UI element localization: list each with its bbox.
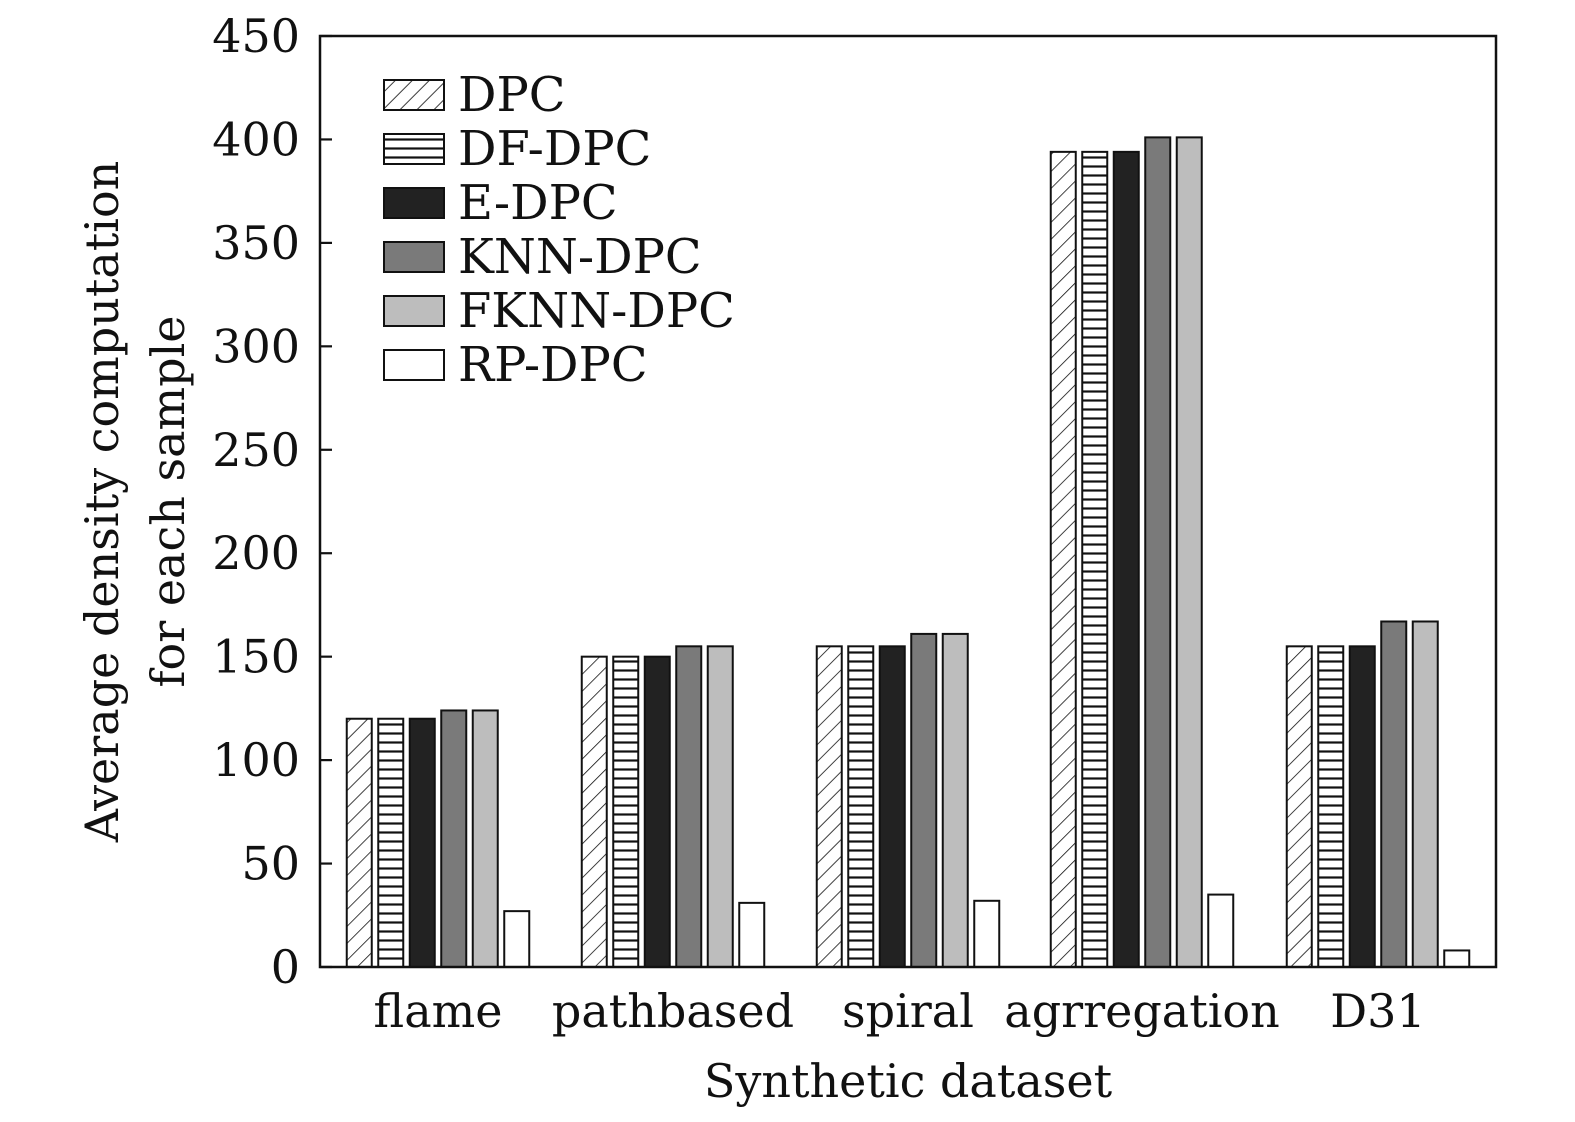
bar-df-dpc-spiral: [847, 645, 875, 968]
bar-dpc-d31: [1285, 645, 1313, 968]
y-axis-label: Average density computation for each sam…: [75, 161, 195, 844]
y-tick-label: 50: [241, 837, 300, 891]
y-tick-label: 400: [212, 112, 300, 166]
bar-df-dpc-agrregation: [1081, 150, 1109, 968]
legend-swatch-fknn-dpc: [383, 295, 445, 327]
bar-df-dpc-flame: [377, 717, 405, 968]
y-tick-label: 0: [271, 940, 300, 994]
x-category-label: spiral: [842, 984, 974, 1038]
bar-knn-dpc-spiral: [910, 632, 938, 968]
bars-group: [345, 136, 1471, 969]
bar-dpc-flame: [345, 717, 373, 968]
legend-label-df-dpc: DF-DPC: [458, 121, 651, 177]
y-tick-label: 100: [212, 733, 300, 787]
bar-df-dpc-d31: [1317, 645, 1345, 968]
bar-fknn-dpc-pathbased: [706, 645, 734, 968]
legend-swatch-df-dpc: [383, 133, 445, 165]
legend-swatch-knn-dpc: [383, 241, 445, 273]
bar-dpc-pathbased: [580, 655, 608, 969]
bar-e-dpc-agrregation: [1112, 150, 1140, 968]
bar-e-dpc-flame: [408, 717, 436, 968]
y-tick-label: 350: [212, 216, 300, 270]
bar-dpc-agrregation: [1049, 150, 1077, 968]
bar-fknn-dpc-agrregation: [1175, 136, 1203, 968]
bar-rp-dpc-agrregation: [1207, 893, 1235, 968]
legend-swatch-dpc: [383, 79, 445, 111]
bar-knn-dpc-d31: [1380, 620, 1408, 968]
legend-label-dpc: DPC: [458, 67, 566, 123]
x-category-label: pathbased: [552, 984, 794, 1038]
x-axis-category-labels: flame pathbased spiral agrregation D31: [374, 984, 1426, 1038]
bar-rp-dpc-pathbased: [738, 901, 766, 968]
bar-knn-dpc-flame: [440, 709, 468, 968]
y-axis-label-line-2: for each sample: [141, 315, 195, 687]
bar-df-dpc-pathbased: [612, 655, 640, 969]
bar-dpc-spiral: [815, 645, 843, 968]
legend-swatch-e-dpc: [383, 187, 445, 219]
bar-fknn-dpc-flame: [471, 709, 499, 968]
y-tick-label: 450: [212, 9, 300, 63]
bar-e-dpc-spiral: [878, 645, 906, 968]
x-category-label: flame: [374, 984, 503, 1038]
y-tick-label: 300: [212, 319, 300, 373]
bar-e-dpc-pathbased: [643, 655, 671, 969]
y-axis-label-line-1: Average density computation: [75, 161, 129, 844]
legend-swatch-rp-dpc: [383, 349, 445, 381]
bar-rp-dpc-spiral: [973, 899, 1001, 968]
bar-rp-dpc-flame: [503, 910, 531, 969]
y-tick-label: 250: [212, 423, 300, 477]
plot-frame: [318, 34, 1498, 969]
bar-fknn-dpc-spiral: [941, 632, 969, 968]
legend-label-fknn-dpc: FKNN-DPC: [458, 283, 735, 339]
x-axis-label: Synthetic dataset: [704, 1054, 1113, 1108]
bar-knn-dpc-agrregation: [1144, 136, 1172, 968]
x-category-label: agrregation: [1004, 984, 1279, 1038]
bar-knn-dpc-pathbased: [675, 645, 703, 968]
legend-label-knn-dpc: KNN-DPC: [458, 229, 702, 285]
bar-rp-dpc-d31: [1443, 949, 1471, 969]
x-category-label: D31: [1330, 984, 1425, 1038]
bar-e-dpc-d31: [1348, 645, 1376, 968]
legend-label-rp-dpc: RP-DPC: [458, 337, 648, 393]
y-tick-label: 200: [212, 526, 300, 580]
y-axis-ticks: 0 50 100 150 200 250 300 350 400 450: [212, 9, 332, 994]
bar-fknn-dpc-d31: [1411, 620, 1439, 968]
legend-label-e-dpc: E-DPC: [458, 175, 618, 231]
y-tick-label: 150: [212, 630, 300, 684]
